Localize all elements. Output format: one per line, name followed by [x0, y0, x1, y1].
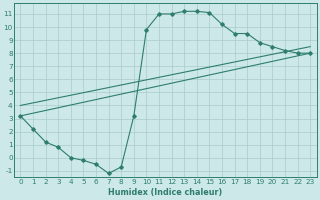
X-axis label: Humidex (Indice chaleur): Humidex (Indice chaleur)	[108, 188, 222, 197]
